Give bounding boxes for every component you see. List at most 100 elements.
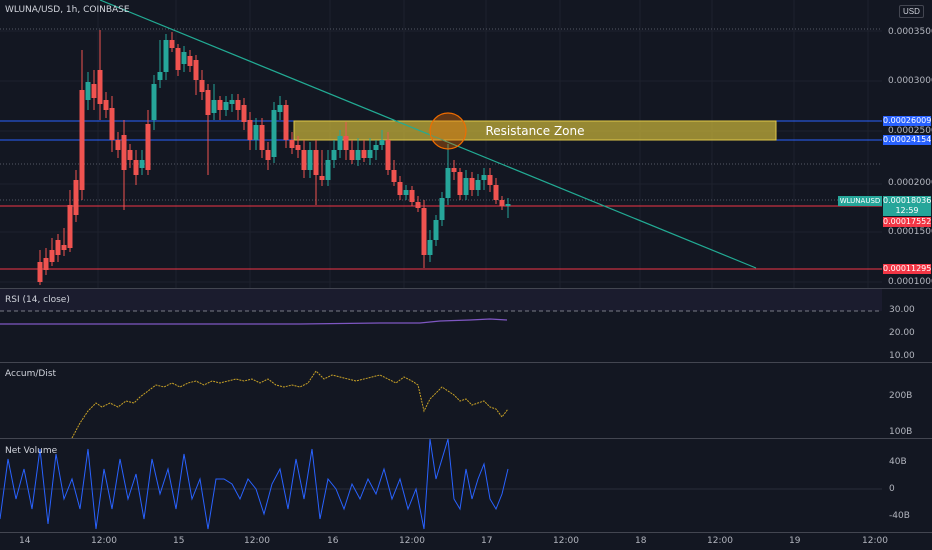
candle-body [97,70,103,104]
candle-body [133,160,139,175]
candle-body [397,182,403,195]
netvol-title: Net Volume [5,446,58,456]
rsi-tick: 10.00 [889,351,915,361]
candle-body [109,108,115,140]
pane-divider[interactable] [0,288,932,289]
currency-button[interactable]: USD [899,5,924,18]
candle-body [181,52,187,64]
candle-body [103,100,109,110]
candle-body [43,258,49,270]
candle-body [331,150,337,160]
candle-body [415,202,421,208]
candle-body [253,125,259,140]
rsi-chart[interactable] [0,289,882,362]
trendline [99,0,757,269]
candle-body [487,175,493,185]
candle-body [187,56,193,66]
accum-pane[interactable]: Accum/Dist [0,363,882,438]
red-level-tag: 0.00017552 [883,217,932,227]
accum-chart[interactable] [0,363,882,438]
candle-body [463,178,469,195]
rsi-band [0,289,882,311]
candle-body [409,190,415,202]
candle-body [403,190,409,195]
price-tick: 0.00030000 [888,76,932,86]
time-tick: 17 [481,536,493,546]
accum-axis[interactable]: 200B 100B [882,363,932,438]
time-tick: 16 [327,536,339,546]
netvol-tick: 0 [889,484,895,494]
candle-body [319,176,325,180]
candle-body [223,102,229,110]
candle-body [205,90,211,115]
candle-body [421,208,427,255]
level-lower-tag: 0.00024154 [883,135,932,145]
rsi-line [0,318,508,325]
price-tick: 0.00025000 [888,126,932,136]
support-level-tag: 0.00011295 [883,264,932,274]
countdown-tag: 12:59 [883,206,931,216]
accum-tick: 100B [889,427,913,437]
rsi-axis[interactable]: 30.00 20.00 10.00 [882,289,932,362]
time-tick: 12:00 [244,536,270,546]
netvol-axis[interactable]: 40B 0 -40B [882,439,932,532]
time-tick: 15 [173,536,185,546]
candle-body [481,175,487,180]
price-tick: 0.00020000 [888,178,932,188]
accum-title: Accum/Dist [5,369,57,379]
price-pane[interactable]: Resistance Zone WLUNA/USD, 1h, COINBASE [0,0,882,288]
candle-body [301,150,307,170]
candle-body [367,150,373,158]
candle-body [61,245,67,250]
candle-body [235,100,241,110]
accum-tick: 200B [889,391,913,401]
candle-body [247,120,253,140]
time-tick: 18 [635,536,647,546]
candle-body [169,40,175,48]
candle-body [469,178,475,190]
price-tick: 0.00010000 [888,277,932,287]
candle-body [217,100,223,110]
candle-body [457,172,463,195]
candle-body [445,168,451,198]
candle-body [151,84,157,120]
last-price-tag: 0.00018036 [883,196,932,206]
netvol-tick: -40B [889,511,910,521]
time-tick: 12:00 [862,536,888,546]
candle-body [505,204,511,206]
resistance-zone-label: Resistance Zone [485,124,584,138]
time-tick: 12:00 [399,536,425,546]
highlight-circle [429,112,467,150]
candle-body [175,48,181,70]
candle-body [157,72,163,80]
candle-body [145,124,151,170]
price-axis[interactable]: USD 0.00035000 0.00030000 0.00025000 0.0… [882,0,932,288]
candle-body [55,240,61,255]
time-tick: 19 [789,536,801,546]
candle-body [121,135,127,170]
candle-body [49,250,55,262]
candle-body [265,150,271,160]
price-tick: 0.00015000 [888,227,932,237]
candle-body [91,84,97,98]
candle-body [385,140,391,170]
candle-body [307,150,313,170]
rsi-tick: 30.00 [889,305,915,315]
candle-body [499,200,505,206]
candle-body [85,82,91,100]
candle-body [199,80,205,92]
candle-body [271,110,277,157]
rsi-pane[interactable]: RSI (14, close) [0,289,882,362]
pane-divider[interactable] [0,362,932,363]
netvol-chart[interactable] [0,439,882,532]
price-chart[interactable]: Resistance Zone [0,0,882,288]
resistance-zone [293,120,777,141]
candle-body [259,125,265,150]
netvol-pane[interactable]: Net Volume [0,439,882,532]
candle-body [289,140,295,148]
time-axis[interactable]: 14 12:00 15 12:00 16 12:00 17 12:00 18 1… [0,533,888,550]
price-tick: 0.00035000 [888,27,932,37]
candle-body [313,150,319,175]
pane-divider[interactable] [0,438,932,439]
candle-body [343,136,349,150]
